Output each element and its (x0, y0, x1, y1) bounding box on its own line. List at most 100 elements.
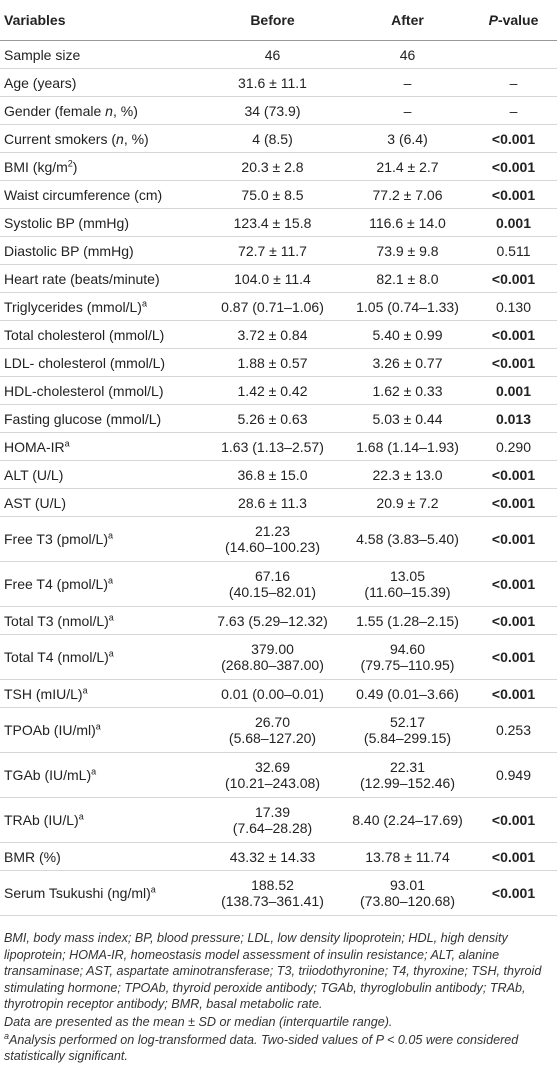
text-run: n (105, 102, 113, 119)
cell-line: 94.60 (389, 641, 426, 657)
cell-line: 52.17 (389, 714, 426, 730)
header-cell: P-value (470, 0, 557, 41)
p-value-cell: <0.001 (470, 606, 557, 635)
cell-line: 46 (264, 46, 281, 63)
cell-line: 1.42 ± 0.42 (237, 382, 308, 399)
cell-line: 0.87 (0.71–1.06) (221, 298, 324, 315)
text-run: HOMA-IR (4, 438, 65, 455)
p-value: <0.001 (491, 494, 536, 511)
p-value-cell: <0.001 (470, 320, 557, 349)
table-row: Free T3 (pmol/L)a 21.23 (14.60–100.23) 4.58… (0, 516, 557, 562)
variable-cell: Systolic BP (mmHg) (0, 208, 200, 237)
table-row: Systolic BP (mmHg) 123.4 ± 15.8 116.6 ± 14… (0, 208, 557, 237)
text-run: Free T3 (pmol/L) (4, 531, 108, 547)
text-run: Serum Tsukushi (ng/ml) (4, 885, 151, 901)
text-run: Sample size (4, 46, 81, 63)
p-value: <0.001 (491, 270, 536, 287)
cell-line: (268.80–387.00) (221, 657, 324, 673)
p-value: <0.001 (491, 612, 536, 629)
cell-line: – (403, 74, 412, 91)
after-cell: – (345, 68, 470, 97)
after-cell: 3.26 ± 0.77 (345, 348, 470, 377)
before-cell: 20.3 ± 2.8 (200, 152, 345, 181)
before-cell: 3.72 ± 0.84 (200, 320, 345, 349)
p-value-cell: 0.290 (470, 432, 557, 461)
p-value: <0.001 (491, 812, 536, 828)
variable-cell: Gender (female n, %) (0, 96, 200, 125)
p-value-cell: <0.001 (470, 460, 557, 489)
cell-line: (11.60–15.39) (364, 584, 451, 600)
p-value: <0.001 (491, 848, 536, 865)
p-value: 0.290 (495, 438, 532, 455)
cell-line: 32.69 (254, 759, 291, 775)
cell-line: (10.21–243.08) (225, 775, 320, 791)
table-row: ALT (U/L) 36.8 ± 15.0 22.3 ± 13.0 <0.001 (0, 460, 557, 489)
after-cell: 0.49 (0.01–3.66) (345, 679, 470, 708)
p-value-cell: <0.001 (470, 679, 557, 708)
before-cell: 72.7 ± 11.7 (200, 236, 345, 265)
before-cell: 32.69 (10.21–243.08) (200, 752, 345, 798)
text-run: Systolic BP (mmHg) (4, 214, 129, 231)
after-cell: 1.62 ± 0.33 (345, 376, 470, 405)
table-row: Age (years) 31.6 ± 11.1 – – (0, 68, 557, 97)
table-row: BMI (kg/m2) 20.3 ± 2.8 21.4 ± 2.7 <0.001 (0, 152, 557, 181)
variable-cell: Waist circumference (cm) (0, 180, 200, 209)
p-value: 0.001 (495, 214, 532, 231)
table-body: Sample size 46 46 Age (years) 31.6 ± 11.1– – G… (0, 40, 557, 916)
p-value: <0.001 (491, 354, 536, 371)
variable-cell: Age (years) (0, 68, 200, 97)
table-row: Total T3 (nmol/L)a 7.63 (5.29–12.32) 1.55 … (0, 606, 557, 635)
cell-line: 5.03 ± 0.44 (372, 410, 443, 427)
before-cell: 7.63 (5.29–12.32) (200, 606, 345, 635)
header-cell: After (345, 0, 470, 41)
text-run: Diastolic BP (mmHg) (4, 242, 134, 259)
p-value: <0.001 (491, 885, 536, 901)
cell-line: 46 (399, 46, 416, 63)
cell-line: 34 (73.9) (244, 102, 301, 119)
cell-line: (5.84–299.15) (363, 730, 452, 746)
cell-line: 0.01 (0.00–0.01) (221, 685, 324, 702)
variable-cell: HDL-cholesterol (mmol/L) (0, 376, 200, 405)
text-run: -value (497, 12, 539, 28)
cell-line: 5.26 ± 0.63 (237, 410, 308, 427)
text-run: , %) (123, 130, 149, 147)
superscript: 2 (67, 157, 73, 168)
cell-line: 188.52 (251, 877, 294, 893)
cell-line: 1.05 (0.74–1.33) (356, 298, 459, 315)
text-run: Before (250, 12, 295, 28)
before-cell: 67.16 (40.15–82.01) (200, 561, 345, 607)
header-cell: Variables (0, 0, 200, 41)
p-value: 0.013 (495, 410, 532, 427)
table-row: Waist circumference (cm) 75.0 ± 8.5 77.2 ±… (0, 180, 557, 209)
cell-line: 1.88 ± 0.57 (237, 354, 308, 371)
after-cell: 77.2 ± 7.06 (345, 180, 470, 209)
table-row: Fasting glucose (mmol/L) 5.26 ± 0.63 5.03 … (0, 404, 557, 433)
p-value-cell: <0.001 (470, 264, 557, 293)
text-run: Triglycerides (mmol/L) (4, 298, 142, 315)
cell-line: 3.72 ± 0.84 (237, 326, 308, 343)
header-cell: Before (200, 0, 345, 41)
variable-cell: LDL- cholesterol (mmol/L) (0, 348, 200, 377)
p-value-cell: 0.001 (470, 208, 557, 237)
cell-line: 13.78 ± 11.74 (365, 848, 450, 865)
text-run: ALT (U/L) (4, 466, 64, 483)
p-value: <0.001 (491, 130, 536, 147)
after-cell: 13.78 ± 11.74 (345, 842, 470, 871)
cell-line: 22.31 (389, 759, 426, 775)
text-run: Data are presented as the mean ± SD or m… (4, 1014, 393, 1029)
table-row: Serum Tsukushi (ng/ml)a 188.52 (138.73–361… (0, 870, 557, 916)
table-row: Current smokers (n, %) 4 (8.5) 3 (6.4) <0.0… (0, 124, 557, 153)
text-run: TRAb (IU/L) (4, 812, 79, 828)
p-value-cell: <0.001 (470, 152, 557, 181)
cell-line: 73.9 ± 9.8 (376, 242, 439, 259)
p-value: <0.001 (491, 685, 536, 702)
p-value-cell: <0.001 (470, 797, 557, 843)
cell-line: 1.62 ± 0.33 (372, 382, 443, 399)
header-row: Variables Before After P-value (0, 0, 557, 41)
cell-line: (12.99–152.46) (360, 775, 455, 791)
cell-line: 8.40 (2.24–17.69) (352, 812, 463, 828)
cell-line: (5.68–127.20) (228, 730, 317, 746)
cell-line: 7.63 (5.29–12.32) (217, 612, 328, 629)
table-row: LDL- cholesterol (mmol/L) 1.88 ± 0.57 3.26… (0, 348, 557, 377)
text-run: HDL-cholesterol (mmol/L) (4, 382, 164, 399)
